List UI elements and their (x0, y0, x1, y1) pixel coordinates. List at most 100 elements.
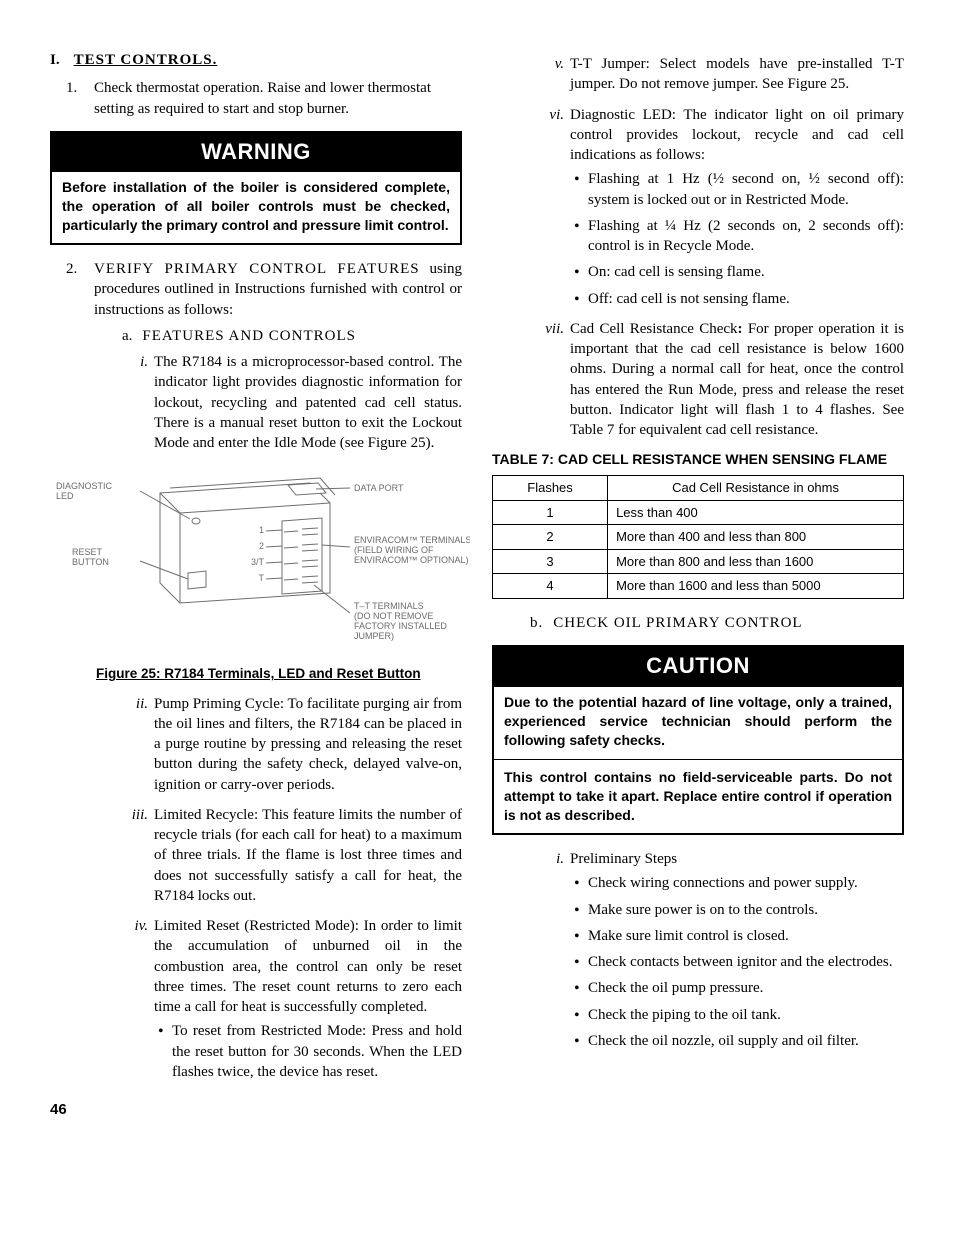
svg-text:T–T TERMINALS(DO NOT REMOVEFA: T–T TERMINALS(DO NOT REMOVEFACTORY INSTA… (354, 601, 447, 641)
roman-item: T-T Jumper: Select models have pre-insta… (570, 54, 904, 95)
bullet-item: Flashing at 1 Hz (½ second on, ½ second … (588, 169, 904, 210)
bullet-item: Check the piping to the oil tank. (588, 1005, 904, 1025)
warning-body: Before installation of the boiler is con… (52, 172, 460, 243)
svg-text:3/T: 3/T (251, 557, 265, 567)
bullet-item: Flashing at ¼ Hz (2 seconds on, 2 second… (588, 216, 904, 257)
roman-item: Pump Priming Cycle: To facilitate purgin… (154, 694, 462, 795)
section-letter: I. (50, 52, 60, 68)
bullet-item: Check the oil pump pressure. (588, 978, 904, 998)
list-text: Check thermostat operation. Raise and lo… (94, 80, 431, 116)
sub-b-title: CHECK OIL PRIMARY CONTROL (553, 615, 802, 631)
roman-text: Limited Recycle: This feature limits the… (154, 807, 462, 904)
roman-item: The R7184 is a microprocessor-based cont… (154, 352, 462, 453)
bullet-item: Off: cad cell is not sensing flame. (588, 289, 904, 309)
roman-text: Pump Priming Cycle: To facilitate purgin… (154, 696, 462, 793)
bullet-item: Make sure power is on to the controls. (588, 900, 904, 920)
bullet-list: Check wiring connections and power suppl… (570, 873, 904, 1051)
svg-text:T: T (259, 573, 265, 583)
roman-list-left-1: The R7184 is a microprocessor-based cont… (94, 352, 462, 453)
warning-box: WARNING Before installation of the boile… (50, 131, 462, 245)
roman-text: The R7184 is a microprocessor-based cont… (154, 354, 462, 451)
verify-lead: VERIFY PRIMARY CONTROL FEATURES (94, 261, 420, 277)
caution-body-2: This control contains no field-serviceab… (494, 762, 902, 833)
roman-list-right-bottom: Preliminary Steps Check wiring connectio… (492, 849, 904, 1051)
roman-list-left-2: Pump Priming Cycle: To facilitate purgin… (50, 694, 462, 1083)
bullet-text: Make sure power is on to the controls. (588, 902, 818, 918)
bullet-text: Check wiring connections and power suppl… (588, 875, 858, 891)
table-row: 3More than 800 and less than 1600 (493, 549, 904, 574)
svg-text:DIAGNOSTICLED: DIAGNOSTICLED (56, 481, 113, 501)
bullet-item: Make sure limit control is closed. (588, 926, 904, 946)
roman-text: Preliminary Steps (570, 851, 677, 867)
bullet-text: Flashing at 1 Hz (½ second on, ½ second … (588, 171, 904, 207)
caution-header: CAUTION (494, 647, 902, 687)
bullet-text: Check the piping to the oil tank. (588, 1007, 781, 1023)
bullet-list: To reset from Restricted Mode: Press and… (154, 1021, 462, 1082)
table-cell: 3 (493, 549, 608, 574)
bullet-text: Check the oil nozzle, oil supply and oil… (588, 1033, 859, 1049)
bullet-text: Make sure limit control is closed. (588, 928, 789, 944)
figure-caption: Figure 25: R7184 Terminals, LED and Rese… (96, 665, 462, 683)
ordered-list-1: Check thermostat operation. Raise and lo… (50, 78, 462, 119)
caution-box: CAUTION Due to the potential hazard of l… (492, 645, 904, 835)
bullet-text: Check contacts between ignitor and the e… (588, 954, 892, 970)
bullet-text: On: cad cell is sensing flame. (588, 264, 765, 280)
table-row: 1Less than 400 (493, 500, 904, 525)
sub-a-title: FEATURES AND CONTROLS (142, 328, 356, 344)
roman-item: Limited Reset (Restricted Mode): In orde… (154, 916, 462, 1082)
caution-body-1: Due to the potential hazard of line volt… (494, 687, 902, 758)
sub-a-heading: a. FEATURES AND CONTROLS (94, 326, 462, 346)
table-cell: 2 (493, 525, 608, 550)
table-cell: 1 (493, 500, 608, 525)
bullet-item: Check the oil nozzle, oil supply and oil… (588, 1031, 904, 1051)
section-title: TEST CONTROLS. (74, 52, 218, 68)
roman-item: Preliminary Steps Check wiring connectio… (570, 849, 904, 1051)
section-heading: I. TEST CONTROLS. (50, 50, 462, 70)
table-cell: 4 (493, 574, 608, 599)
warning-header: WARNING (52, 133, 460, 173)
roman-text: Cad Cell Resistance Check: For proper op… (570, 321, 904, 438)
table-7-title: TABLE 7: CAD CELL RESISTANCE WHEN SENSIN… (492, 450, 904, 469)
roman-text: T-T Jumper: Select models have pre-insta… (570, 56, 904, 92)
table-7: Flashes Cad Cell Resistance in ohms 1Les… (492, 475, 904, 599)
bullet-item: Check wiring connections and power suppl… (588, 873, 904, 893)
bullet-item: Check contacts between ignitor and the e… (588, 952, 904, 972)
svg-text:2: 2 (259, 541, 264, 551)
bullet-item: On: cad cell is sensing flame. (588, 262, 904, 282)
roman-text: Limited Reset (Restricted Mode): In orde… (154, 918, 462, 1015)
ordered-list-2: VERIFY PRIMARY CONTROL FEATURES using pr… (50, 259, 462, 453)
table-cell: More than 800 and less than 1600 (608, 549, 904, 574)
table-row: 4More than 1600 and less than 5000 (493, 574, 904, 599)
roman-item: Diagnostic LED: The indicator light on o… (570, 105, 904, 309)
bullet-text: Off: cad cell is not sensing flame. (588, 291, 790, 307)
bullet-text: Flashing at ¼ Hz (2 seconds on, 2 second… (588, 218, 904, 254)
table-header: Flashes (493, 476, 608, 501)
bullet-list: Flashing at 1 Hz (½ second on, ½ second … (570, 169, 904, 309)
table-number: TABLE 7: (492, 451, 554, 467)
table-header: Cad Cell Resistance in ohms (608, 476, 904, 501)
sub-a-label: a. (122, 328, 132, 344)
list-item: VERIFY PRIMARY CONTROL FEATURES using pr… (94, 259, 462, 453)
figure-svg: 1 2 3/T T DIAGNOSTICLED RESETBUTTON DATA PORT E… (50, 463, 470, 663)
bullet-text: To reset from Restricted Mode: Press and… (172, 1023, 462, 1080)
bullet-text: Check the oil pump pressure. (588, 980, 763, 996)
table-cell: More than 1600 and less than 5000 (608, 574, 904, 599)
figure-25: 123/TTDIAGNOSTICLEDRESETBUTTONDATA PORTE… (50, 463, 462, 683)
bullet-item: To reset from Restricted Mode: Press and… (172, 1021, 462, 1082)
table-row: 2More than 400 and less than 800 (493, 525, 904, 550)
roman-item: Cad Cell Resistance Check: For proper op… (570, 319, 904, 441)
roman-text: Diagnostic LED: The indicator light on o… (570, 107, 904, 164)
page-number: 46 (50, 1100, 462, 1120)
table-cell: Less than 400 (608, 500, 904, 525)
svg-text:ENVIRACOM™ TERMINALS(FIELD WIR: ENVIRACOM™ TERMINALS(FIELD WIRING OFENVI… (354, 535, 470, 565)
caution-separator (494, 759, 902, 760)
list-item: Check thermostat operation. Raise and lo… (94, 78, 462, 119)
svg-text:1: 1 (259, 525, 264, 535)
roman-item: Limited Recycle: This feature limits the… (154, 805, 462, 906)
sub-b-label: b. (530, 615, 543, 631)
roman-list-right-top: T-T Jumper: Select models have pre-insta… (492, 54, 904, 440)
sub-b-heading: b. CHECK OIL PRIMARY CONTROL (530, 613, 904, 633)
table-name: CAD CELL RESISTANCE WHEN SENSING FLAME (554, 451, 887, 467)
svg-text:DATA PORT: DATA PORT (354, 483, 404, 493)
svg-text:RESETBUTTON: RESETBUTTON (72, 547, 109, 567)
